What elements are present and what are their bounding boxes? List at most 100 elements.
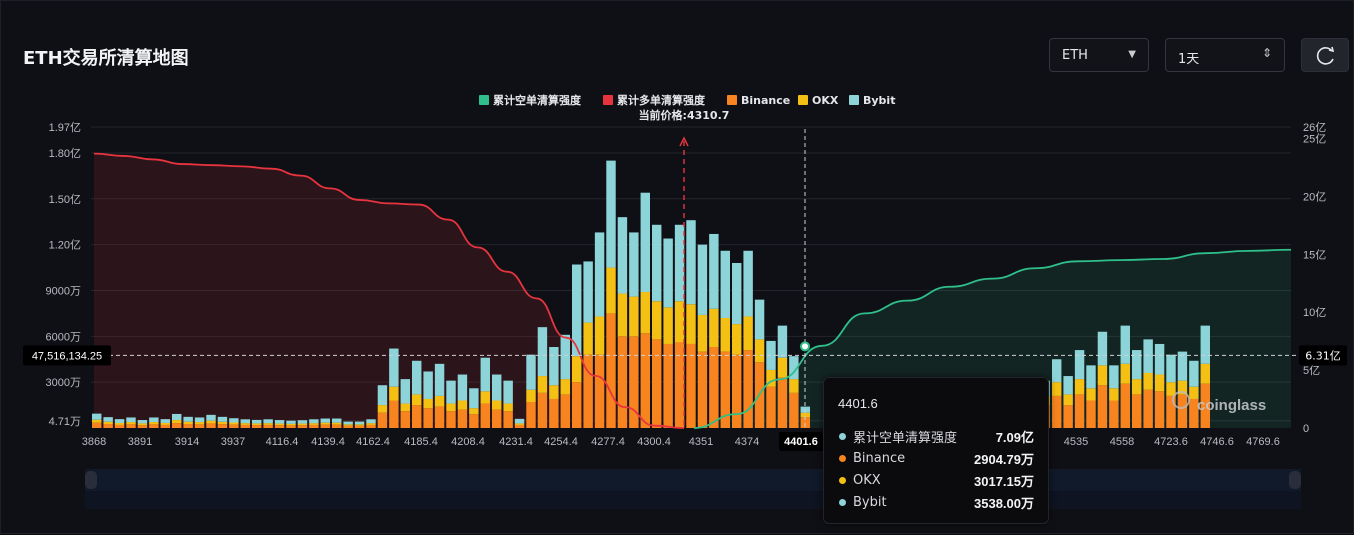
bar-binance bbox=[354, 425, 365, 428]
range-select-value: 1天 bbox=[1178, 52, 1200, 67]
bar-okx bbox=[252, 423, 262, 426]
bar-bybit bbox=[674, 224, 685, 302]
bar-okx bbox=[343, 424, 353, 426]
range-slider-left-handle[interactable] bbox=[85, 471, 97, 489]
bar-bybit bbox=[480, 357, 490, 392]
x-tick-label: 3868 bbox=[82, 436, 106, 448]
bar-okx bbox=[126, 422, 136, 425]
range-slider-right-handle[interactable] bbox=[1289, 471, 1301, 489]
bar-binance bbox=[320, 424, 330, 428]
crosshair-right-badge bbox=[1299, 345, 1347, 366]
x-tick-label: 3937 bbox=[221, 436, 245, 448]
current-price-arrow bbox=[679, 136, 689, 147]
legend-swatch bbox=[603, 95, 613, 105]
x-tick-label: 4769.6 bbox=[1246, 436, 1280, 448]
tooltip-value: 2904.79万 bbox=[974, 451, 1034, 467]
bar-binance bbox=[1109, 400, 1119, 428]
bar-okx bbox=[572, 356, 582, 383]
bar-binance bbox=[206, 423, 216, 428]
bar-okx bbox=[1132, 379, 1142, 395]
bar-binance bbox=[480, 403, 490, 428]
x-tick-label: 4723.6 bbox=[1154, 436, 1188, 448]
bar-bybit bbox=[217, 416, 228, 422]
bar-okx bbox=[1097, 365, 1108, 386]
bar-bybit bbox=[743, 250, 753, 317]
x-tick-label: 4208.4 bbox=[451, 436, 485, 448]
bar-bybit bbox=[1120, 325, 1130, 364]
bar-okx bbox=[1189, 386, 1199, 399]
crosshair-right-label: 6.31亿 bbox=[1305, 349, 1341, 362]
bar-bybit bbox=[492, 374, 502, 401]
bar-okx bbox=[229, 422, 239, 425]
bar-okx bbox=[697, 314, 708, 352]
bar-okx bbox=[606, 267, 616, 314]
bar-okx bbox=[240, 423, 250, 425]
crosshair-x-badge bbox=[779, 432, 823, 451]
bar-bybit bbox=[594, 232, 605, 317]
bar-binance bbox=[423, 408, 433, 428]
bar-okx bbox=[777, 357, 788, 378]
bar-binance bbox=[594, 354, 605, 428]
bar-bybit bbox=[583, 261, 593, 323]
bar-bybit bbox=[172, 413, 182, 421]
bar-bybit bbox=[777, 325, 788, 358]
bar-bybit bbox=[446, 380, 456, 404]
bar-okx bbox=[274, 423, 285, 426]
bar-binance bbox=[732, 354, 742, 428]
bar-bybit bbox=[400, 379, 410, 404]
bar-binance bbox=[183, 424, 193, 428]
bar-binance bbox=[1154, 391, 1165, 428]
coin-select[interactable]: ETH ▼ bbox=[1049, 38, 1149, 72]
bar-okx bbox=[526, 389, 536, 403]
bar-okx bbox=[789, 379, 799, 393]
bar-bybit bbox=[206, 414, 216, 421]
range-select[interactable]: 1天 ⇕ bbox=[1165, 38, 1285, 72]
tooltip-label: Binance bbox=[853, 450, 906, 466]
bar-okx bbox=[1074, 379, 1085, 395]
updown-icon: ⇕ bbox=[1261, 46, 1272, 60]
crosshair-left-label: 47,516,134.25 bbox=[32, 350, 102, 362]
refresh-icon bbox=[1316, 46, 1335, 65]
bar-binance bbox=[1086, 400, 1096, 428]
y-left-tick-label: 9000万 bbox=[46, 285, 81, 297]
bar-bybit bbox=[1086, 365, 1096, 389]
bar-okx bbox=[286, 423, 296, 426]
bar-bybit bbox=[297, 420, 308, 424]
chevron-down-icon: ▼ bbox=[1128, 49, 1136, 60]
bar-binance bbox=[1063, 405, 1073, 428]
x-tick-label: 4116.4 bbox=[266, 436, 299, 448]
tooltip-label: OKX bbox=[853, 472, 881, 488]
bar-bybit bbox=[274, 420, 285, 424]
bar-bybit bbox=[229, 418, 239, 423]
bar-okx bbox=[549, 385, 559, 399]
long-area bbox=[94, 153, 684, 428]
bar-bybit bbox=[1166, 354, 1176, 383]
bar-binance bbox=[1189, 398, 1199, 428]
refresh-button[interactable] bbox=[1301, 38, 1349, 72]
long-line bbox=[93, 152, 685, 429]
bar-okx bbox=[457, 400, 468, 410]
short-line bbox=[693, 248, 1292, 429]
bar-bybit bbox=[194, 417, 205, 423]
y-right-tick-label: 20亿 bbox=[1303, 190, 1326, 203]
legend-label: 累计多单清算强度 bbox=[617, 93, 706, 107]
x-tick-label: 4374 bbox=[735, 436, 759, 448]
bar-okx bbox=[263, 423, 273, 425]
bar-okx bbox=[754, 339, 765, 363]
bar-okx bbox=[366, 423, 376, 425]
bar-okx bbox=[434, 395, 445, 407]
legend-swatch bbox=[849, 95, 859, 105]
bar-bybit bbox=[423, 371, 433, 399]
bar-bybit bbox=[754, 299, 765, 340]
bar-bybit bbox=[137, 420, 148, 424]
bar-okx bbox=[469, 408, 479, 415]
bar-okx bbox=[1109, 388, 1119, 401]
x-tick-label: 3891 bbox=[128, 436, 152, 448]
bar-binance bbox=[709, 347, 719, 428]
bar-bybit bbox=[412, 360, 422, 395]
bar-bybit bbox=[1177, 351, 1188, 381]
x-tick-label: 4558 bbox=[1110, 436, 1134, 448]
bar-okx bbox=[389, 386, 399, 401]
y-right-tick-label: 15亿 bbox=[1303, 248, 1326, 261]
